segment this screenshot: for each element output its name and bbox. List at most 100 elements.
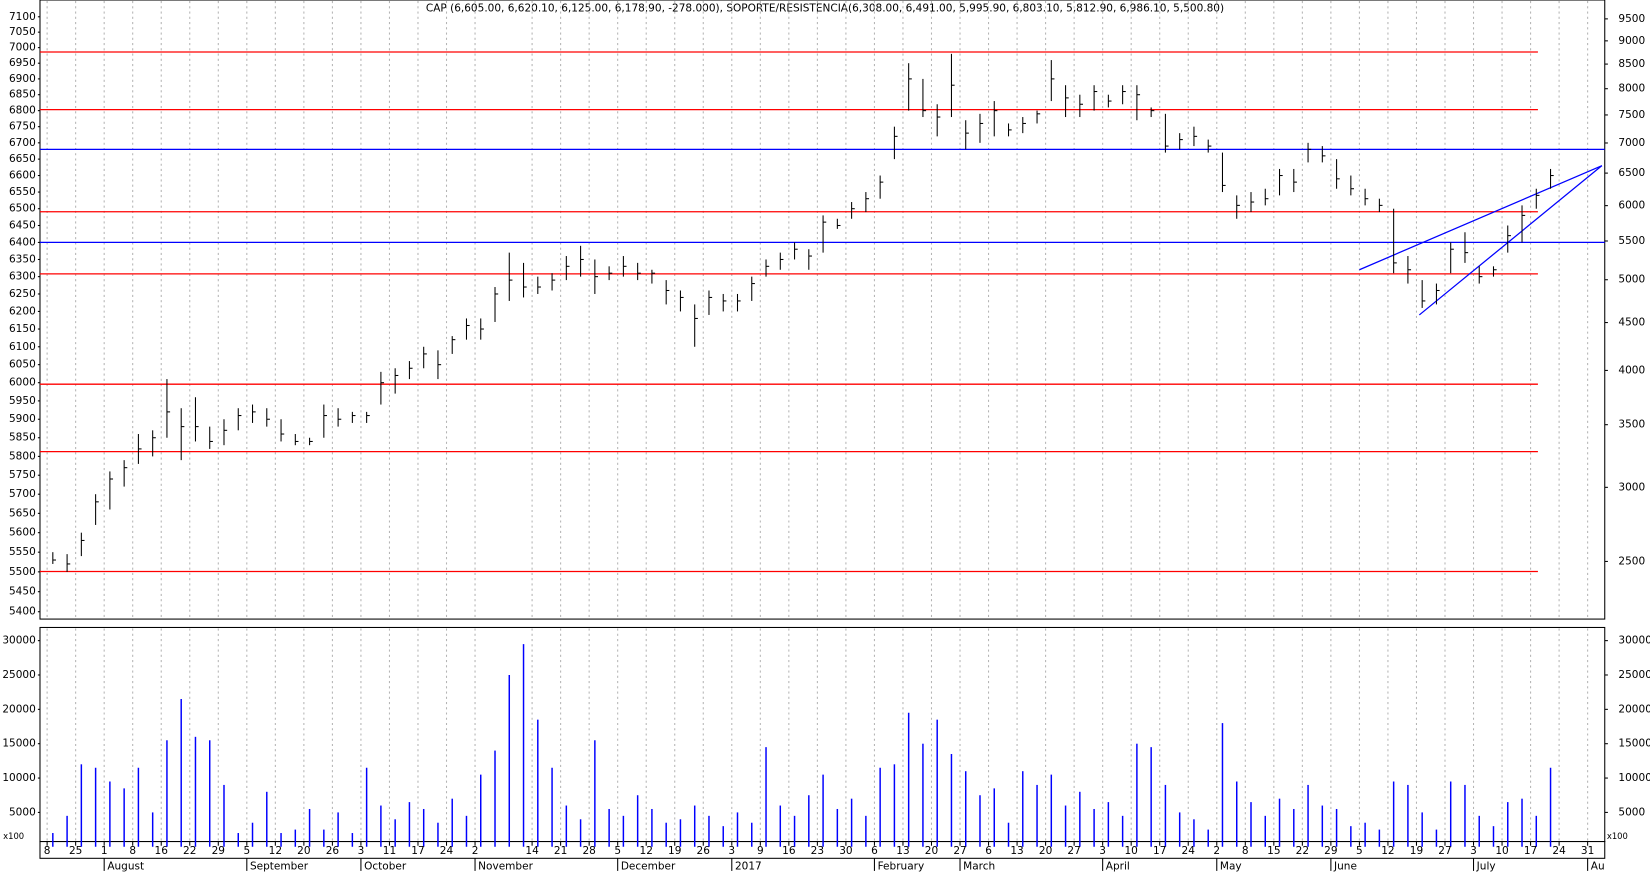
y-tick-label: 6900 [9,73,36,85]
month-label: February [878,861,925,873]
y-tick-label: 7100 [9,11,36,23]
y-tick-label: 6600 [9,170,36,182]
x-tick-label: 29 [1324,845,1337,857]
x-tick-label: 31 [1581,845,1594,857]
y-tick-label: 6000 [9,377,36,389]
x-tick-label: 27 [1438,845,1451,857]
trend-line [1418,165,1603,316]
y2-tick-label: 7500 [1618,109,1645,121]
x-tick-label: 13 [1010,845,1023,857]
x-tick-label: 26 [326,845,340,857]
y-tick-label: 6650 [9,153,36,165]
x-tick-label: 24 [1182,845,1196,857]
y-tick-label: 6800 [9,105,36,117]
x-tick-label: 20 [1039,845,1052,857]
x-tick-label: 19 [668,845,681,857]
x-tick-label: 30 [839,845,852,857]
volume-tick-label-right: 5000 [1618,806,1645,818]
x-tick-label: 14 [525,845,539,857]
x-tick-label: 9 [757,845,764,857]
y2-tick-label: 9000 [1618,35,1645,47]
y-tick-label: 5550 [9,546,36,558]
x-tick-label: 17 [1153,845,1166,857]
marks [39,51,1605,847]
x-tick-label: 8 [1242,845,1249,857]
x-tick-label: 24 [1552,845,1566,857]
x-tick-label: 3 [1470,845,1477,857]
x-tick-label: 28 [582,845,595,857]
y-tick-label: 6050 [9,359,36,371]
x-tick-label: 15 [1267,845,1280,857]
y-tick-label: 6250 [9,288,36,300]
volume-tick-label: 25000 [2,669,35,681]
chart-title: CAP (6,605.00, 6,620.10, 6,125.00, 6,178… [426,2,1224,14]
y-tick-label: 6700 [9,137,36,149]
y-tick-label: 6300 [9,271,36,283]
y2-tick-label: 8500 [1618,58,1645,70]
month-label: October [364,861,407,873]
x-tick-label: 3 [1099,845,1106,857]
grid [46,1,1589,841]
x-tick-label: 11 [383,845,396,857]
volume-tick-label: 10000 [2,772,35,784]
y-tick-label: 5850 [9,432,36,444]
month-label: 2017 [735,861,762,873]
volume-tick-label-right: 20000 [1618,703,1650,715]
y-tick-label: 5450 [9,586,36,598]
month-label: November [478,861,533,873]
y-tick-label: 5600 [9,527,36,539]
x-tick-label: 3 [358,845,365,857]
y-tick-label: 5650 [9,507,36,519]
y2-tick-label: 6500 [1618,167,1645,179]
y2-tick-label: 2500 [1618,555,1645,567]
y-tick-label: 6550 [9,186,36,198]
y2-tick-label: 9500 [1618,13,1645,25]
y-tick-label: 5700 [9,488,36,500]
y-tick-label: 6950 [9,57,36,69]
x-tick-label: 8 [44,845,51,857]
y-tick-label: 6100 [9,341,36,353]
month-label: December [621,861,676,873]
volume-tick-label: 15000 [2,738,35,750]
y2-tick-label: 6000 [1618,200,1645,212]
month-label: June [1333,861,1357,873]
y2-tick-label: 3500 [1618,419,1645,431]
x-tick-label: 25 [69,845,82,857]
x-tick-label: 27 [953,845,966,857]
x-tick-label: 3 [728,845,735,857]
x-tick-label: 26 [697,845,711,857]
volume-tick-label: 5000 [9,806,36,818]
x-tick-label: 29 [212,845,225,857]
x-tick-label: 24 [440,845,454,857]
volume-tick-label-right: 30000 [1618,635,1650,647]
volume-tick-label-right: 10000 [1618,772,1650,784]
x-tick-label: 17 [1524,845,1537,857]
unit-label-right: x100 [1607,831,1628,841]
x-tick-label: 12 [269,845,282,857]
x-tick-label: 20 [297,845,310,857]
month-label: July [1476,861,1496,873]
month-label: March [963,861,995,873]
y2-tick-label: 3000 [1618,481,1645,493]
x-tick-label: 1 [101,845,108,857]
y2-tick-label: 5500 [1618,235,1645,247]
month-label: May [1220,861,1242,873]
x-tick-label: 12 [640,845,653,857]
x-tick-label: 16 [782,845,796,857]
x-tick-label: 12 [1381,845,1394,857]
x-tick-label: 19 [1410,845,1423,857]
unit-label: x100 [3,831,24,841]
x-tick-label: 27 [1067,845,1080,857]
y-tick-label: 7000 [9,42,36,54]
x-tick-label: 21 [554,845,567,857]
x-tick-label: 5 [614,845,621,857]
month-label: April [1106,861,1130,873]
month-label: August [107,861,144,873]
x-tick-label: 6 [985,845,992,857]
y-tick-label: 6150 [9,323,36,335]
y-tick-label: 6450 [9,220,36,232]
volume-tick-label: 30000 [2,635,35,647]
y-tick-label: 5950 [9,395,36,407]
